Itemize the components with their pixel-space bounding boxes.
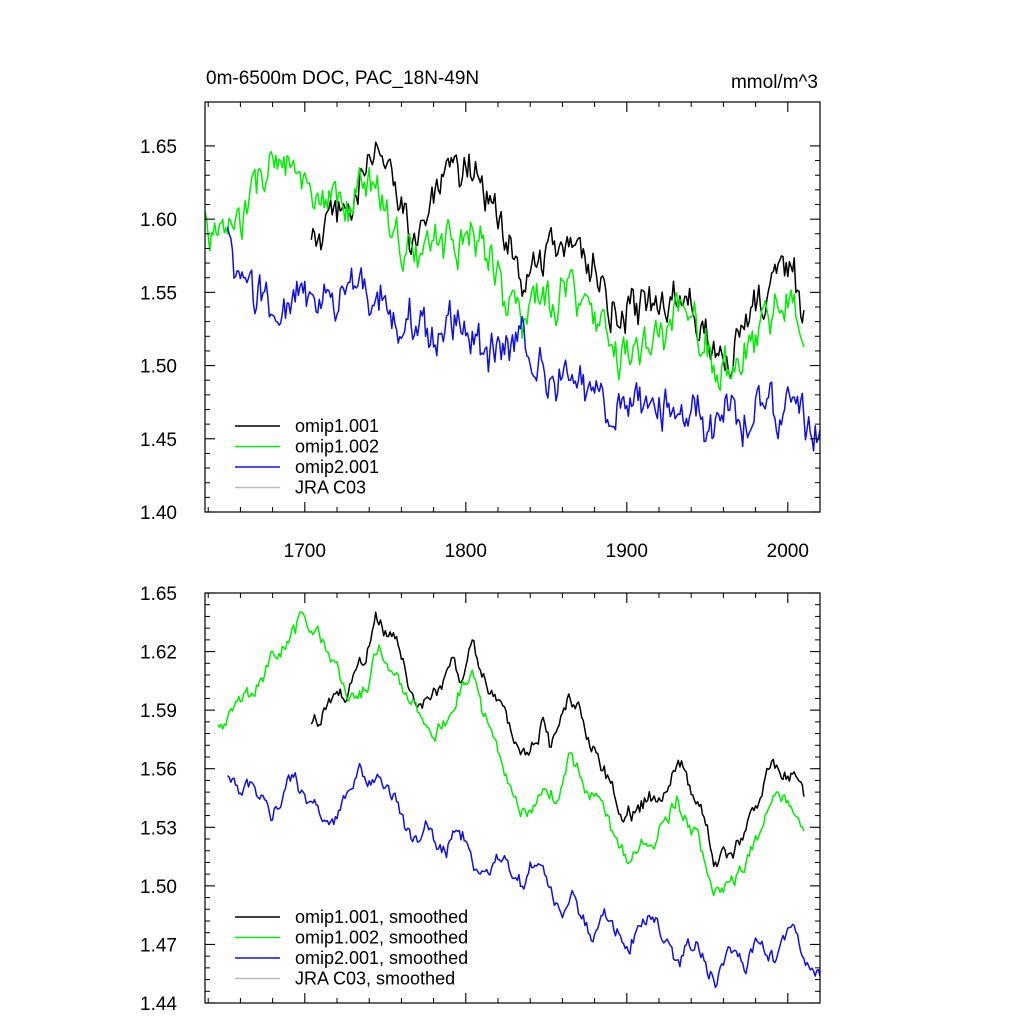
bottom-legend-label: JRA C03, smoothed — [295, 969, 455, 989]
top-series-line-omip1-002 — [204, 150, 805, 392]
top-y-tick-labels: 1.40 1.45 1.50 1.55 1.60 1.65 — [140, 137, 177, 524]
top-y-tick-label: 1.45 — [140, 430, 177, 451]
bottom-legend-label: omip1.001, smoothed — [295, 907, 468, 927]
bottom-y-tick-label: 1.47 — [140, 935, 177, 956]
top-x-tick-label: 1900 — [606, 541, 648, 562]
units-label: mmol/m^3 — [731, 72, 818, 93]
top-series-line-omip1-001 — [310, 141, 805, 379]
top-series-group — [204, 141, 821, 452]
top-legend-label: omip2.001 — [295, 457, 379, 477]
top-legend-label: omip1.002 — [295, 437, 379, 457]
top-legend-label: omip1.001 — [295, 416, 379, 436]
bottom-y-tick-label: 1.50 — [140, 877, 177, 898]
bottom-y-tick-label: 1.44 — [140, 994, 177, 1015]
top-y-tick-label: 1.60 — [140, 210, 177, 231]
bottom-y-tick-label: 1.65 — [140, 584, 177, 605]
bottom-y-tick-label: 1.53 — [140, 818, 177, 839]
top-ticks — [205, 102, 821, 513]
top-y-tick-label: 1.40 — [140, 503, 177, 524]
top-x-tick-label: 2000 — [767, 541, 809, 562]
top-y-tick-label: 1.55 — [140, 283, 177, 304]
top-legend-label: JRA C03 — [295, 478, 366, 498]
bottom-series-line-omip1-002 — [217, 611, 805, 897]
bottom-series-group — [217, 611, 821, 989]
bottom-series-line-omip2-001 — [226, 762, 821, 989]
top-y-tick-label: 1.50 — [140, 357, 177, 378]
bottom-y-tick-labels: 1.44 1.47 1.50 1.53 1.56 1.59 1.62 1.65 — [140, 584, 177, 1015]
bottom-y-tick-label: 1.56 — [140, 760, 177, 781]
bottom-panel: 1.44 1.47 1.50 1.53 1.56 1.59 1.62 1.65 omip1.0… — [140, 584, 821, 1015]
chart-title: 0m-6500m DOC, PAC_18N-49N — [206, 68, 479, 89]
bottom-legend-label: omip2.001, smoothed — [295, 948, 468, 968]
top-x-tick-label: 1700 — [284, 541, 326, 562]
bottom-plot-frame — [204, 592, 821, 1004]
bottom-legend-label: omip1.002, smoothed — [295, 928, 468, 948]
top-panel: 1.40 1.45 1.50 1.55 1.60 1.65 1700 1800 1900 200… — [140, 101, 821, 562]
top-y-tick-label: 1.65 — [140, 137, 177, 158]
bottom-ticks — [205, 592, 821, 1004]
bottom-y-tick-label: 1.59 — [140, 701, 177, 722]
top-x-tick-labels: 1700 1800 1900 2000 — [284, 541, 809, 562]
bottom-series-line-omip1-001 — [310, 611, 805, 868]
top-x-tick-label: 1800 — [445, 541, 487, 562]
top-series-line-omip2-001 — [226, 226, 821, 452]
bottom-y-tick-label: 1.62 — [140, 643, 177, 664]
